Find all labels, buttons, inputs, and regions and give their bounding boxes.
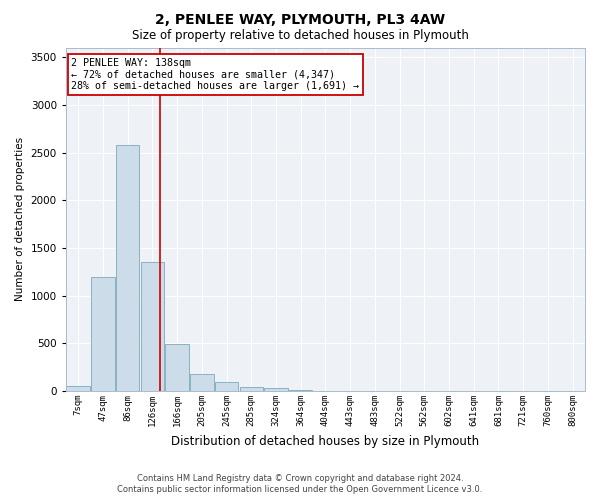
Bar (116, 145, 139, 391)
Bar (289, 390, 313, 391)
Text: Size of property relative to detached houses in Plymouth: Size of property relative to detached ho… (131, 29, 469, 42)
Text: Contains HM Land Registry data © Crown copyright and database right 2024.
Contai: Contains HM Land Registry data © Crown c… (118, 474, 482, 494)
Bar (190, 374, 214, 391)
Bar (166, 344, 189, 391)
Bar (91, 276, 115, 391)
Bar (239, 387, 263, 391)
Y-axis label: Number of detached properties: Number of detached properties (15, 138, 25, 302)
Bar (215, 382, 238, 391)
X-axis label: Distribution of detached houses by size in Plymouth: Distribution of detached houses by size … (172, 434, 479, 448)
Text: 2 PENLEE WAY: 138sqm
← 72% of detached houses are smaller (4,347)
28% of semi-de: 2 PENLEE WAY: 138sqm ← 72% of detached h… (71, 58, 359, 91)
Bar (264, 388, 288, 391)
Bar (140, 262, 164, 391)
Bar (67, 386, 90, 391)
Text: 2, PENLEE WAY, PLYMOUTH, PL3 4AW: 2, PENLEE WAY, PLYMOUTH, PL3 4AW (155, 12, 445, 26)
